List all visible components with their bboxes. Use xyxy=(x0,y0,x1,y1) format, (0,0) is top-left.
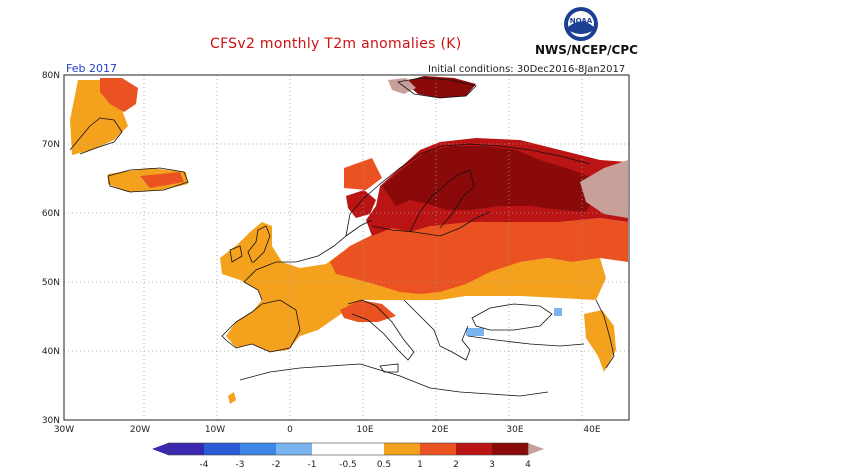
map-frame xyxy=(63,74,630,421)
colorbar-box xyxy=(312,443,384,455)
colorbar-label: -2 xyxy=(272,460,281,470)
lat-tick-50N: 50N xyxy=(42,278,60,288)
colorbar-label: 0.5 xyxy=(377,460,391,470)
lon-tick-20W: 20W xyxy=(130,425,150,435)
logo-text: NOAA xyxy=(570,17,593,25)
map-title: CFSv2 monthly T2m anomalies (K) xyxy=(210,36,462,52)
map-grid xyxy=(64,75,629,420)
lat-tick-40N: 40N xyxy=(42,347,60,357)
anomaly-red-region xyxy=(100,78,628,322)
colorbar-label: -1 xyxy=(308,460,317,470)
lat-tick-70N: 70N xyxy=(42,140,60,150)
colorbar-box xyxy=(456,443,492,455)
lon-tick-20E: 20E xyxy=(431,425,448,435)
lat-tick-30N: 30N xyxy=(42,416,60,426)
forecast-month: Feb 2017 xyxy=(66,62,117,75)
colorbar-box xyxy=(276,443,312,455)
colorbar-box xyxy=(492,443,528,455)
initial-conditions: Initial conditions: 30Dec2016-8Jan2017 xyxy=(428,64,626,75)
lon-tick-40E: 40E xyxy=(583,425,600,435)
colorbar-right-arrow xyxy=(528,443,544,455)
lat-tick-60N: 60N xyxy=(42,209,60,219)
organization-label: NWS/NCEP/CPC xyxy=(535,43,638,57)
lon-tick-10E: 10E xyxy=(356,425,373,435)
anomaly-blue-region xyxy=(466,308,562,336)
colorbar-label: 3 xyxy=(489,460,495,470)
colorbar-border xyxy=(167,442,529,456)
colorbar-left-arrow xyxy=(152,443,168,455)
colorbar-label: -3 xyxy=(236,460,245,470)
colorbar-label: 1 xyxy=(417,460,423,470)
lat-tick-labels: 80N 70N 60N 50N 40N 30N xyxy=(42,71,60,426)
colorbar-box xyxy=(168,443,204,455)
lon-tick-10W: 10W xyxy=(205,425,225,435)
colorbar-label: 2 xyxy=(453,460,459,470)
colorbar-box xyxy=(240,443,276,455)
lat-tick-80N: 80N xyxy=(42,71,60,81)
lon-tick-0: 0 xyxy=(287,425,293,435)
lon-tick-labels: 30W 20W 10W 0 10E 20E 30E 40E xyxy=(54,425,601,435)
colorbar-box xyxy=(420,443,456,455)
coastlines xyxy=(69,77,615,397)
noaa-logo-icon: NOAA xyxy=(564,7,598,41)
colorbar-box xyxy=(384,443,420,455)
lon-tick-30W: 30W xyxy=(54,425,74,435)
colorbar-legend: -4 -3 -2 -1 -0.5 0.5 1 2 3 4 xyxy=(152,442,544,470)
colorbar-label: 4 xyxy=(525,460,531,470)
lon-tick-30E: 30E xyxy=(506,425,523,435)
colorbar-box xyxy=(204,443,240,455)
anomaly-fields xyxy=(70,76,628,404)
colorbar-label: -0.5 xyxy=(339,460,357,470)
colorbar-label: -4 xyxy=(200,460,209,470)
